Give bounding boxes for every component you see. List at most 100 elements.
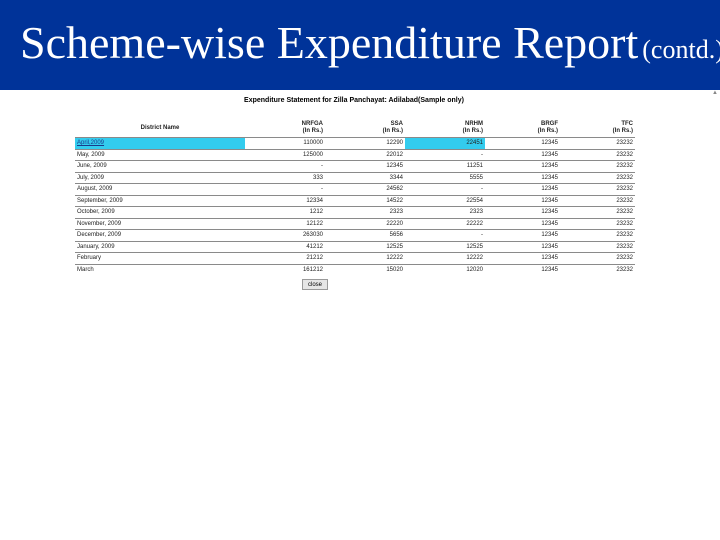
month-cell: July, 2009: [75, 171, 245, 184]
amount-cell: 12345: [485, 183, 560, 195]
amount-cell: -: [405, 148, 485, 161]
month-cell: October, 2009: [75, 206, 245, 218]
amount-cell: 23232: [560, 160, 635, 172]
amount-cell: 12020: [405, 263, 485, 275]
amount-cell: 125000: [245, 148, 325, 161]
amount-cell: 12345: [485, 171, 560, 184]
column-header-line2: (In Rs.): [382, 128, 403, 134]
column-header-line2: (In Rs.): [302, 128, 323, 134]
amount-cell: 12345: [485, 137, 560, 149]
amount-cell: 110000: [245, 137, 325, 149]
month-cell: February: [75, 252, 245, 264]
month-cell: November, 2009: [75, 217, 245, 230]
title-bar: Scheme-wise Expenditure Report (contd.): [0, 0, 720, 90]
amount-cell: 2323: [405, 206, 485, 218]
month-cell: March: [75, 263, 245, 275]
column-header-line1: SSA: [390, 121, 403, 128]
amount-cell: 12345: [325, 160, 405, 172]
amount-cell: 161212: [245, 263, 325, 275]
amount-cell: 22451: [405, 137, 485, 149]
table-row: May, 2009 125000 22012-12345 23232: [75, 148, 635, 161]
slide-title: Scheme-wise Expenditure Report (contd.): [20, 20, 720, 66]
month-cell: January, 2009: [75, 240, 245, 253]
column-header-line2: (In Rs.): [537, 128, 558, 134]
table-row: August, 2009-24562-12345 23232: [75, 183, 635, 195]
amount-cell: 12222: [405, 252, 485, 264]
table-row: February 21212 12222 12222 12345 23232: [75, 252, 635, 264]
amount-cell: 22220: [325, 217, 405, 230]
table-row: April,2009 110000 12290 22451 12345 23232: [75, 137, 635, 149]
column-header: SSA (In Rs.): [325, 119, 405, 138]
amount-cell: 12345: [485, 206, 560, 218]
amount-cell: 12345: [485, 217, 560, 230]
amount-cell: 22012: [325, 148, 405, 161]
amount-cell: 263030: [245, 229, 325, 241]
column-header: District Name: [75, 119, 245, 138]
column-header-line1: TFC: [621, 121, 633, 128]
amount-cell: 41212: [245, 240, 325, 253]
amount-cell: 12345: [485, 148, 560, 161]
slide-title-main: Scheme-wise Expenditure Report: [20, 17, 639, 68]
report-screenshot: Expenditure Statement for Zilla Panchaya…: [73, 95, 635, 295]
column-header-line1: District Name: [140, 124, 180, 131]
amount-cell: 15020: [325, 263, 405, 275]
scroll-up-icon[interactable]: ▲: [712, 90, 718, 96]
amount-cell: 23232: [560, 217, 635, 230]
amount-cell: 21212: [245, 252, 325, 264]
month-cell: August, 2009: [75, 183, 245, 195]
amount-cell: 12345: [485, 240, 560, 253]
amount-cell: 12122: [245, 217, 325, 230]
column-header-line2: (In Rs.): [462, 128, 483, 134]
amount-cell: 23232: [560, 240, 635, 253]
month-cell: May, 2009: [75, 148, 245, 161]
amount-cell: 23232: [560, 229, 635, 241]
table-row: June, 2009-12345 11251 12345 23232: [75, 160, 635, 172]
amount-cell: -: [405, 229, 485, 241]
amount-cell: 12345: [485, 263, 560, 275]
amount-cell: 3344: [325, 171, 405, 184]
amount-cell: 333: [245, 171, 325, 184]
column-header-line1: NRFGA: [301, 121, 323, 128]
amount-cell: -: [245, 160, 325, 172]
amount-cell: 22554: [405, 194, 485, 207]
amount-cell: 11251: [405, 160, 485, 172]
amount-cell: 23232: [560, 171, 635, 184]
amount-cell: 23232: [560, 137, 635, 149]
month-cell: December, 2009: [75, 229, 245, 241]
amount-cell: 12290: [325, 137, 405, 149]
column-header: BRGF (In Rs.): [485, 119, 560, 138]
column-header-line1: BRGF: [541, 121, 558, 128]
column-header: TFC (In Rs.): [560, 119, 635, 138]
amount-cell: 23232: [560, 206, 635, 218]
amount-cell: 24562: [325, 183, 405, 195]
table-row: October, 2009 1212 2323 2323 12345 23232: [75, 206, 635, 218]
column-header-line2: (In Rs.): [612, 128, 633, 134]
amount-cell: 12222: [325, 252, 405, 264]
column-header: NRHM (In Rs.): [405, 119, 485, 138]
amount-cell: 23232: [560, 194, 635, 207]
amount-cell: 12525: [325, 240, 405, 253]
amount-cell: 12345: [485, 229, 560, 241]
month-cell: June, 2009: [75, 160, 245, 172]
table-row: November, 2009 12122 22220 22222 12345 23232: [75, 217, 635, 230]
month-cell[interactable]: April,2009: [75, 137, 245, 149]
expenditure-table: District Name NRFGA (In Rs.) SSA (In Rs.) NRH…: [75, 119, 635, 275]
amount-cell: 12345: [485, 252, 560, 264]
amount-cell: 12345: [485, 160, 560, 172]
amount-cell: 5555: [405, 171, 485, 184]
amount-cell: 22222: [405, 217, 485, 230]
amount-cell: 12345: [485, 194, 560, 207]
amount-cell: -: [405, 183, 485, 195]
table-row: September, 2009 12334 14522 22554 12345 23232: [75, 194, 635, 207]
amount-cell: -: [245, 183, 325, 195]
amount-cell: 1212: [245, 206, 325, 218]
amount-cell: 12525: [405, 240, 485, 253]
table-row: March 161212 15020 12020 12345 23232: [75, 263, 635, 275]
close-button[interactable]: close: [302, 279, 328, 290]
amount-cell: 23232: [560, 148, 635, 161]
column-header-line1: NRHM: [465, 121, 483, 128]
column-header: NRFGA (In Rs.): [245, 119, 325, 138]
amount-cell: 12334: [245, 194, 325, 207]
table-row: July, 2009 333 3344 5555 12345 23232: [75, 171, 635, 184]
table-row: December, 2009 263030 5656-12345 23232: [75, 229, 635, 241]
